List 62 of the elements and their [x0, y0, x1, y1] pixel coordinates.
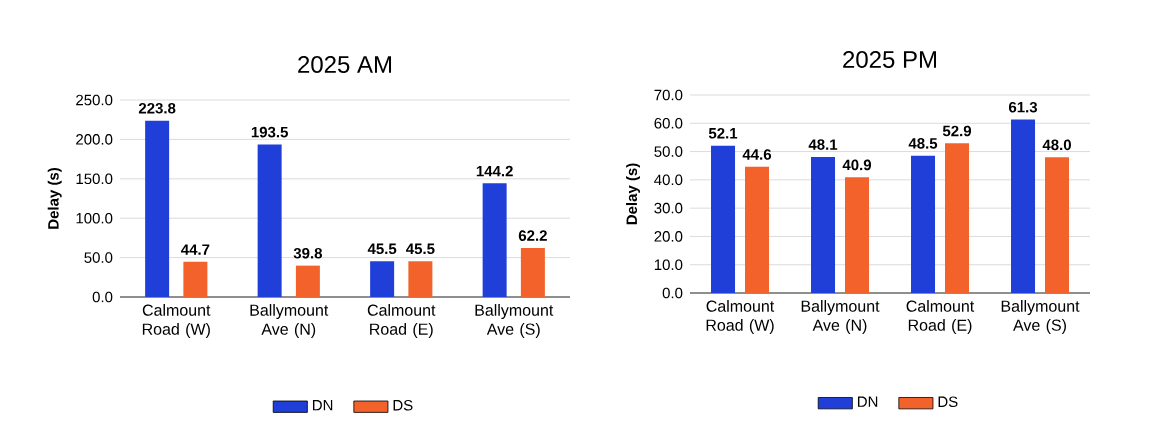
bar [745, 166, 770, 293]
x-tick-label: Calmount Road (E) [906, 300, 975, 334]
bar [408, 261, 433, 297]
chart-title: 2025 PM [843, 50, 937, 68]
bar [1045, 157, 1070, 293]
y-tick-label: 20.0 [654, 231, 683, 242]
data-label: 48.5 [908, 138, 938, 149]
y-tick-label: 250.0 [76, 94, 113, 106]
data-label: 45.5 [367, 243, 397, 255]
y-tick-label: 10.0 [654, 259, 683, 271]
data-label: 193.5 [251, 126, 288, 138]
data-label: 144.2 [476, 165, 513, 177]
y-tick-label: 50.0 [654, 146, 683, 157]
data-label: 223.8 [138, 102, 176, 114]
bar [295, 265, 320, 297]
x-tick-label: Ballymount Ave (N) [801, 300, 880, 334]
x-tick-label: Calmount Road (E) [367, 304, 436, 338]
y-tick-label: 200.0 [76, 134, 113, 145]
data-label: 40.9 [842, 159, 872, 171]
data-label: 45.5 [406, 243, 435, 255]
legend-label: DS [393, 399, 413, 411]
legend-label: DS [938, 396, 958, 408]
bar [845, 177, 870, 293]
data-label: 39.8 [293, 247, 323, 259]
y-tick-label: 70.0 [654, 89, 683, 101]
y-tick-label: 30.0 [654, 202, 683, 214]
y-tick-label: 100.0 [76, 212, 113, 224]
y-tick-label: 0.0 [92, 291, 113, 303]
chart-title: 2025 AM [298, 55, 392, 73]
y-tick-label: 60.0 [654, 117, 683, 129]
y-tick-label: 150.0 [76, 173, 113, 185]
data-label: 52.9 [942, 125, 972, 137]
x-tick-label: Calmount Road (W) [142, 304, 211, 338]
bar [1011, 119, 1036, 293]
x-tick-label: Calmount Road (W) [706, 300, 775, 334]
bar [482, 183, 507, 297]
legend-label: DN [857, 396, 878, 407]
y-axis-title: Delay (s) [47, 168, 62, 229]
y-tick-label: 40.0 [654, 174, 683, 186]
x-tick-label: Ballymount Ave (S) [1001, 300, 1080, 334]
legend-label: DN [312, 400, 333, 411]
bar [945, 143, 970, 293]
bar [911, 155, 936, 293]
y-axis-title: Delay (s) [626, 163, 641, 225]
data-label: 44.6 [742, 149, 772, 160]
data-label: 48.1 [808, 139, 838, 150]
bar [711, 145, 736, 293]
bar [370, 261, 395, 297]
x-tick-label: Ballymount Ave (N) [250, 304, 329, 338]
bar [520, 247, 545, 297]
data-label: 62.2 [518, 230, 547, 241]
x-tick-label: Ballymount Ave (S) [475, 304, 554, 338]
bar [811, 156, 836, 293]
data-label: 61.3 [1008, 101, 1038, 113]
y-tick-label: 50.0 [84, 252, 113, 263]
bar [183, 261, 208, 297]
bar [257, 144, 282, 297]
data-label: 52.1 [708, 127, 738, 139]
y-tick-label: 0.0 [662, 287, 683, 299]
bar [145, 120, 170, 297]
data-label: 48.0 [1042, 139, 1071, 151]
data-label: 44.7 [181, 244, 210, 255]
